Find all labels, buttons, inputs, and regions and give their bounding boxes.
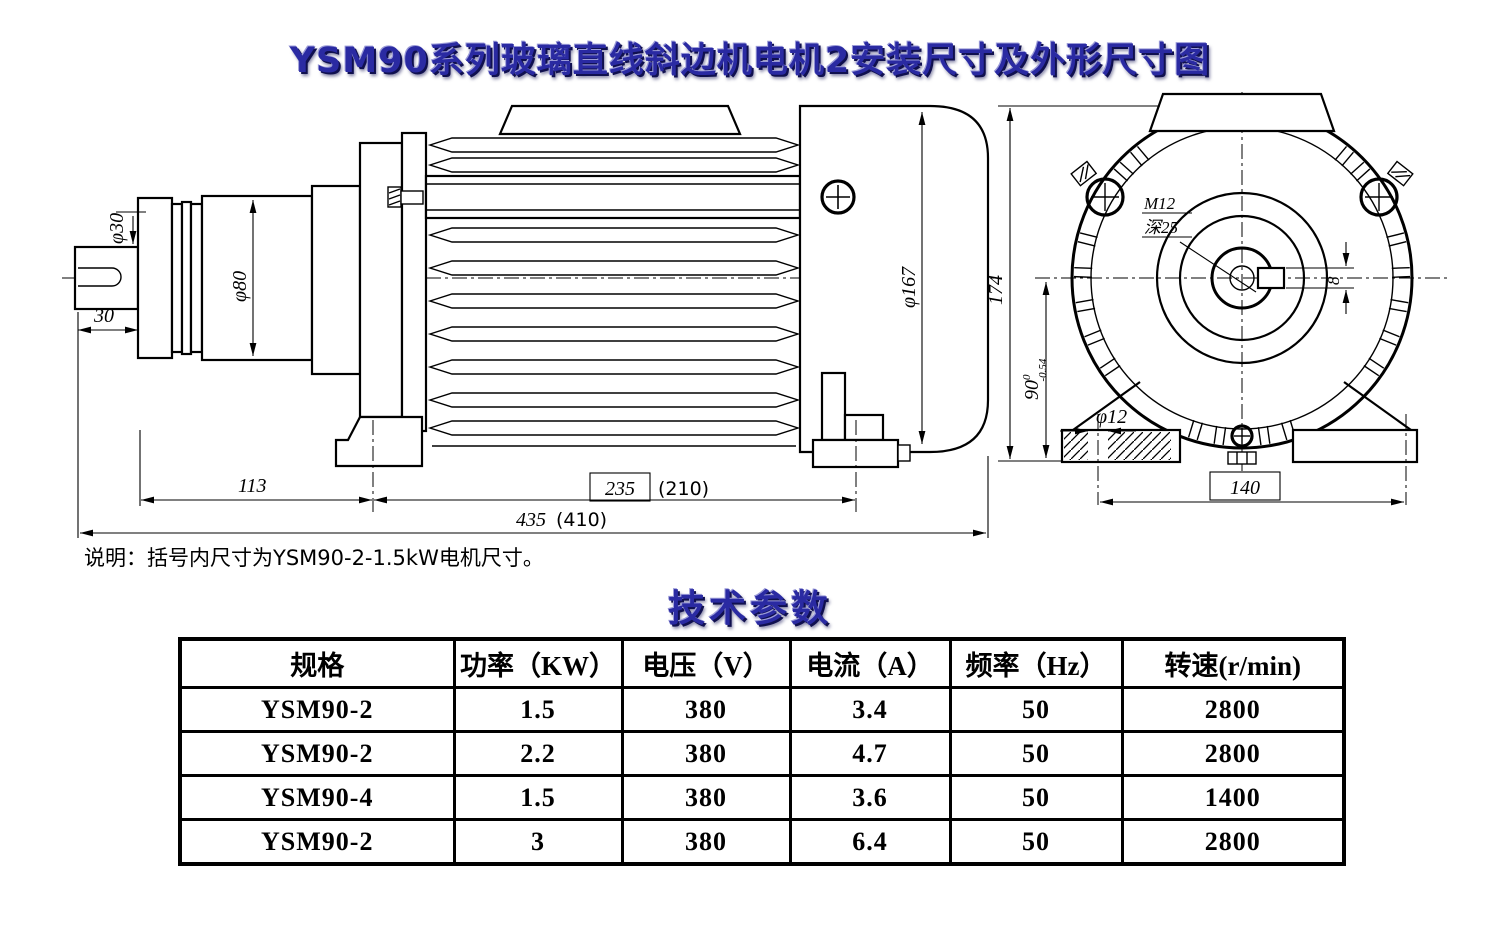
dim-label-210: (210) xyxy=(658,478,709,500)
table-header-speed: 转速(r/min) xyxy=(1120,637,1346,689)
table-cell: 50 xyxy=(948,818,1124,866)
table-cell: YSM90-2 xyxy=(178,818,456,866)
side-view: φ30 30 φ80 φ167 113 235 (210) 435 (410) xyxy=(62,104,1002,538)
dim-label-140: 140 xyxy=(1230,477,1260,499)
motor-body-fins xyxy=(424,104,802,447)
table-cell: 3.6 xyxy=(788,774,952,821)
dim-label-phi167: φ167 xyxy=(898,266,920,308)
shaft-keyway xyxy=(78,267,122,287)
flange xyxy=(358,141,404,419)
dim-label-90: 90 xyxy=(1021,380,1043,400)
table-cell: 2800 xyxy=(1120,730,1346,777)
spec-table: 规格 功率（KW） 电压（V） 电流（A） 频率（Hz） 转速(r/min) Y… xyxy=(178,637,1346,866)
dim-label-410: (410) xyxy=(556,509,607,531)
bottom-bolt xyxy=(1227,424,1257,465)
dim-label-phi30: φ30 xyxy=(106,213,128,244)
screw xyxy=(387,186,424,208)
key xyxy=(1256,266,1286,290)
table-header-frequency: 频率（Hz） xyxy=(948,637,1124,689)
table-header-voltage: 电压（V） xyxy=(620,637,792,689)
dim-label-phi12: φ12 xyxy=(1096,406,1127,428)
dim-label-8: 8 xyxy=(1324,276,1343,285)
end-cap xyxy=(798,104,990,454)
front-foot xyxy=(334,415,424,468)
table-header-power: 功率（KW） xyxy=(452,637,624,689)
page-title: YSM90系列玻璃直线斜边机电机2安装尺寸及外形尺寸图 xyxy=(289,41,1211,81)
table-cell: YSM90-2 xyxy=(178,730,456,777)
table-cell: YSM90-4 xyxy=(178,774,456,821)
table-row: YSM90-4 1.5 380 3.6 50 1400 xyxy=(178,774,1346,821)
dim-label-235: 235 xyxy=(605,478,635,500)
table-row: YSM90-2 1.5 380 3.4 50 2800 xyxy=(178,686,1346,733)
table-cell: 2.2 xyxy=(452,730,624,777)
table-cell: 3.4 xyxy=(788,686,952,733)
table-cell: 380 xyxy=(620,730,792,777)
front-view-feet xyxy=(1060,381,1419,505)
dim-label-435: 435 xyxy=(516,509,546,531)
dim-label-90-sup: 0 xyxy=(1021,374,1033,380)
eye-bolt-left xyxy=(1070,160,1125,217)
table-header-current: 电流（A） xyxy=(788,637,952,689)
drawing-note: 说明：括号内尺寸为YSM90-2-1.5kW电机尺寸。 xyxy=(84,546,544,570)
table-header-row: 规格 功率（KW） 电压（V） 电流（A） 频率（Hz） 转速(r/min) xyxy=(178,637,1346,689)
eye-bolt-right xyxy=(1359,160,1414,217)
table-header-spec: 规格 xyxy=(178,637,456,689)
svg-text:900-0.54: 900 -0.54 xyxy=(1021,358,1049,400)
table-cell: 6.4 xyxy=(788,818,952,866)
table-row: YSM90-2 2.2 380 4.7 50 2800 xyxy=(178,730,1346,777)
dim-label-90-sub: -0.54 xyxy=(1037,358,1049,381)
dim-label-30: 30 xyxy=(93,305,114,327)
table-cell: 380 xyxy=(620,686,792,733)
dim-label-113: 113 xyxy=(238,475,267,497)
top-plate xyxy=(1148,92,1336,133)
table-cell: 1400 xyxy=(1120,774,1346,821)
table-cell: 3 xyxy=(452,818,624,866)
dim-label-m12: M12 xyxy=(1143,194,1176,213)
dim-label-174: 174 xyxy=(985,275,1007,305)
shaft xyxy=(73,245,140,311)
table-cell: 2800 xyxy=(1120,818,1346,866)
table-cell: 1.5 xyxy=(452,686,624,733)
table-cell: 50 xyxy=(948,730,1124,777)
end-cap-screw-icon xyxy=(820,179,856,215)
table-cell: 2800 xyxy=(1120,686,1346,733)
table-cell: 50 xyxy=(948,686,1124,733)
front-view: M12 深25 8 xyxy=(985,92,1448,506)
spindle-housing xyxy=(200,194,314,362)
section-title: 技术参数 xyxy=(668,587,832,630)
table-cell: 50 xyxy=(948,774,1124,821)
table-row: YSM90-2 3 380 6.4 50 2800 xyxy=(178,818,1346,866)
table-cell: YSM90-2 xyxy=(178,686,456,733)
table-cell: 4.7 xyxy=(788,730,952,777)
table-cell: 1.5 xyxy=(452,774,624,821)
dim-label-depth25: 深25 xyxy=(1144,218,1178,237)
rear-foot xyxy=(811,371,911,512)
dim-label-phi80: φ80 xyxy=(229,271,251,302)
table-cell: 380 xyxy=(620,774,792,821)
table-cell: 380 xyxy=(620,818,792,866)
